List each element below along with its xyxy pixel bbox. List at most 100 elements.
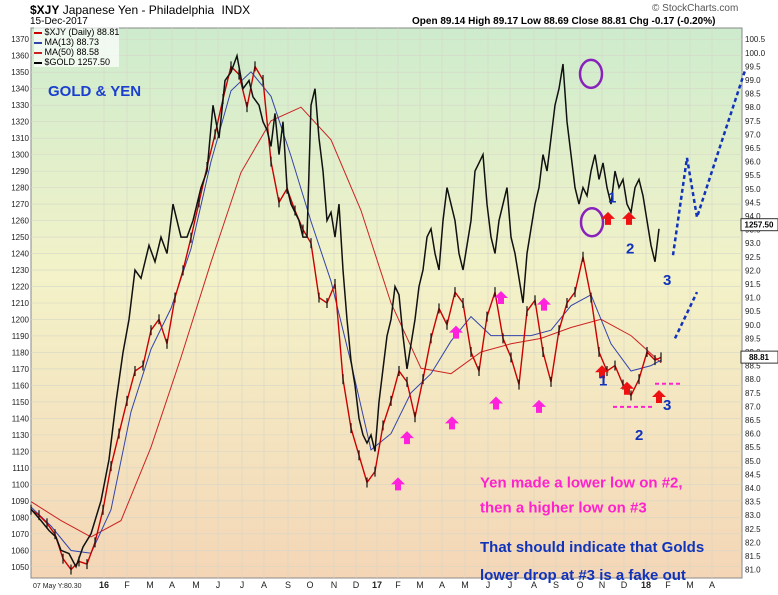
y-tick-right: 99.5: [745, 62, 761, 71]
y-tick-right: 94.5: [745, 198, 761, 207]
y-tick-left: 1250: [11, 233, 29, 242]
y-tick-left: 1120: [12, 447, 30, 456]
legend-label: MA(50) 88.58: [44, 47, 100, 57]
y-tick-right: 83.0: [745, 511, 761, 520]
y-tick-left: 1060: [11, 546, 29, 555]
annotation-text: Yen made a lower low on #2,: [480, 475, 683, 492]
wave-label: 3: [663, 272, 671, 289]
x-tick-label: F: [395, 580, 401, 590]
symbol-title: $XJY Japanese Yen - Philadelphia INDX: [30, 3, 250, 17]
y-tick-right: 87.0: [745, 402, 761, 411]
up-arrow-icon: [620, 381, 634, 395]
x-tick-label: A: [261, 580, 267, 590]
y-tick-left: 1110: [12, 464, 29, 473]
up-arrow-icon: [652, 389, 666, 403]
up-arrow-icon: [445, 416, 459, 430]
y-tick-left: 1320: [11, 118, 29, 127]
x-tick-label: 16: [99, 580, 109, 590]
up-arrow-icon: [595, 365, 609, 379]
y-tick-right: 95.0: [745, 185, 761, 194]
y-tick-right: 91.0: [745, 294, 761, 303]
y-tick-left: 1280: [11, 184, 29, 193]
y-tick-right: 82.0: [745, 538, 761, 547]
y-tick-right: 93.0: [745, 239, 761, 248]
y-tick-left: 1340: [11, 85, 29, 94]
y-tick-right: 100.5: [745, 35, 766, 44]
x-tick-label: 07 May Y:80.30: [33, 583, 82, 590]
last-value-tag-gold: [740, 218, 778, 232]
wave-label: 3: [663, 397, 671, 414]
annotation-text: That should indicate that Golds: [480, 539, 704, 556]
legend-swatch: [34, 31, 42, 34]
chart-legend: $XJY (Daily) 88.81 MA(13) 88.73 MA(50) 8…: [34, 27, 120, 67]
x-tick-label: A: [169, 580, 175, 590]
y-tick-right: 92.0: [745, 266, 761, 275]
y-tick-left: 1230: [11, 266, 29, 275]
gold-line: [30, 52, 660, 569]
last-value-tag-xjy: [740, 350, 778, 364]
up-arrow-icon: [537, 297, 551, 311]
x-tick-label: J: [508, 580, 513, 590]
y-tick-left: 1150: [12, 398, 30, 407]
y-tick-left: 1310: [11, 134, 29, 143]
y-tick-left: 1100: [12, 480, 30, 489]
y-tick-left: 1300: [11, 151, 29, 160]
x-tick-label: S: [553, 580, 559, 590]
up-arrow-icon: [622, 211, 636, 225]
projection-line: [671, 70, 747, 256]
up-arrow-icon: [601, 211, 615, 225]
x-tick-label: M: [146, 580, 154, 590]
last-value-tag-gold-text: 1257.50: [745, 221, 774, 230]
y-tick-right: 96.5: [745, 144, 761, 153]
y-tick-right: 96.0: [745, 158, 761, 167]
x-tick-label: D: [621, 580, 628, 590]
y-tick-right: 84.0: [745, 484, 761, 493]
y-tick-left: 1170: [12, 365, 30, 374]
x-tick-label: M: [192, 580, 200, 590]
y-tick-left: 1130: [12, 431, 30, 440]
y-tick-right: 94.0: [745, 212, 761, 221]
y-tick-right: 98.0: [745, 103, 761, 112]
x-tick-label: O: [576, 580, 583, 590]
y-tick-left: 1200: [11, 315, 29, 324]
x-tick-label: F: [124, 580, 130, 590]
up-arrow-icon: [391, 477, 405, 491]
symbol-exchange: INDX: [221, 3, 251, 17]
y-tick-left: 1140: [12, 414, 30, 423]
legend-item-ma50: MA(50) 88.58: [34, 47, 119, 57]
y-tick-right: 83.5: [745, 498, 761, 507]
y-tick-right: 89.5: [745, 334, 761, 343]
y-tick-right: 98.5: [745, 90, 761, 99]
y-tick-left: 1090: [11, 497, 29, 506]
y-tick-left: 1240: [11, 250, 29, 259]
ma50-line: [30, 106, 662, 538]
y-tick-left: 1050: [11, 563, 29, 572]
y-tick-right: 86.5: [745, 416, 761, 425]
wave-label: 1: [599, 372, 607, 389]
highlight-circle: [579, 206, 605, 238]
y-tick-right: 84.5: [745, 470, 761, 479]
y-tick-right: 95.5: [745, 171, 761, 180]
y-tick-left: 1290: [11, 167, 29, 176]
copyright-label: © StockCharts.com: [652, 3, 739, 14]
legend-swatch: [34, 61, 42, 64]
legend-label: MA(13) 88.73: [44, 37, 100, 47]
x-tick-label: 18: [641, 580, 651, 590]
y-tick-left: 1260: [11, 217, 29, 226]
x-tick-label: N: [331, 580, 338, 590]
legend-swatch: [34, 41, 42, 44]
y-tick-right: 81.5: [745, 552, 761, 561]
y-tick-left: 1190: [12, 332, 30, 341]
highlight-circle: [578, 58, 604, 90]
y-tick-left: 1350: [11, 68, 29, 77]
y-tick-right: 90.5: [745, 307, 761, 316]
x-tick-label: 17: [372, 580, 382, 590]
last-value-tag-xjy-text: 88.81: [749, 353, 770, 362]
y-tick-right: 85.0: [745, 457, 761, 466]
y-tick-right: 81.0: [745, 566, 761, 575]
y-tick-left: 1330: [11, 101, 29, 110]
up-arrow-icon: [494, 291, 508, 305]
up-arrow-icon: [532, 399, 546, 413]
